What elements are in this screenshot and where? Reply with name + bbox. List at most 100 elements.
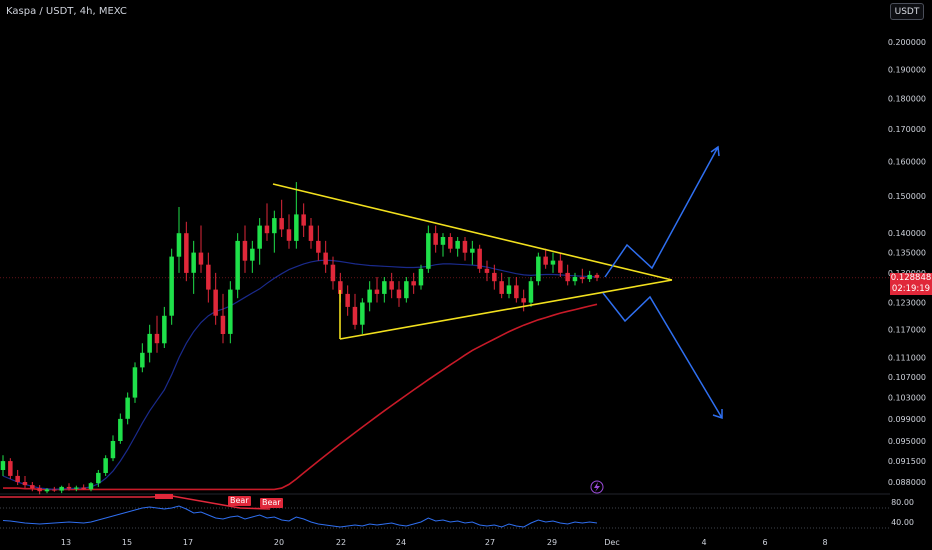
candle-body	[462, 240, 468, 253]
candle-body	[191, 252, 196, 273]
candle-body	[352, 306, 358, 325]
candle-body	[286, 229, 292, 241]
price-axis-label: 0.091500	[888, 457, 926, 466]
rsi-signal-marker	[155, 494, 173, 499]
time-axis-label: 20	[274, 538, 284, 547]
price-axis-label: 0.170000	[888, 125, 926, 134]
price-axis-label: 0.140000	[888, 229, 926, 238]
candle-body	[15, 475, 20, 482]
price-axis-label: 0.099000	[888, 415, 926, 424]
candle-body	[382, 281, 387, 294]
candle-body	[235, 240, 240, 290]
candle-body	[448, 237, 453, 249]
candle-body	[37, 488, 42, 492]
candle-body	[323, 252, 328, 265]
candle-body	[580, 277, 585, 280]
time-axis-label: 15	[122, 538, 132, 547]
candle-body	[594, 274, 600, 278]
price-axis-label: 0.095000	[888, 437, 926, 446]
candle-body	[308, 225, 314, 241]
triangle-lower-line	[339, 279, 673, 340]
projection-down-arrowhead	[712, 409, 723, 420]
candle-body	[279, 218, 284, 230]
candle-body	[213, 289, 218, 316]
candle-body	[316, 240, 321, 253]
candle-body	[550, 260, 556, 265]
candle-body	[96, 472, 101, 484]
price-axis-label: 0.150000	[888, 192, 926, 201]
candle-body	[125, 397, 130, 419]
price-axis-label: 0.107000	[888, 373, 926, 382]
time-axis-label: Dec	[604, 538, 619, 547]
projection-down-path	[602, 292, 723, 419]
candle-body	[103, 458, 108, 473]
candle-body	[110, 441, 116, 459]
candle-body	[257, 225, 262, 249]
time-axis-label: 29	[547, 538, 557, 547]
candle-body	[514, 285, 519, 299]
candle-body	[411, 281, 416, 286]
rsi-axis-label: 40.00	[891, 518, 914, 527]
price-axis-label: 0.160000	[888, 158, 926, 167]
time-axis-label: 24	[396, 538, 406, 547]
candle-body	[0, 461, 6, 470]
candle-body	[536, 256, 541, 282]
candle-body	[147, 333, 152, 353]
time-axis-label: 6	[762, 538, 767, 547]
bear-badge: Bear	[260, 498, 283, 508]
bear-badge: Bear	[228, 496, 251, 506]
price-axis-label: 0.088000	[888, 478, 926, 487]
candle-body	[426, 233, 431, 269]
time-axis-label: 17	[183, 538, 193, 547]
candle-body	[565, 272, 570, 282]
candle-body	[81, 487, 86, 490]
candle-body	[220, 315, 226, 334]
candle-body	[572, 277, 578, 282]
candle-body	[66, 486, 72, 489]
candle-body	[184, 233, 189, 273]
candle-body	[52, 489, 57, 491]
candle-body	[44, 489, 50, 492]
candle-body	[250, 248, 255, 261]
lightning-icon	[590, 480, 604, 494]
candle-body	[330, 264, 336, 282]
candle-body	[301, 214, 306, 226]
candle-body	[8, 461, 13, 476]
price-axis-label: 0.111000	[888, 354, 926, 363]
price-axis-label: 0.123000	[888, 299, 926, 308]
candle-body	[132, 367, 138, 398]
candle-body	[484, 268, 490, 273]
price-axis-label: 0.103000	[888, 394, 926, 403]
candle-body	[528, 281, 534, 303]
candle-body	[162, 315, 167, 344]
candle-body	[272, 218, 277, 234]
projection-up-path	[604, 146, 719, 278]
candle-body	[389, 281, 394, 290]
currency-button[interactable]: USDT	[890, 3, 924, 20]
candle-body	[294, 214, 299, 241]
candle-body	[338, 281, 343, 294]
candle-body	[118, 418, 123, 441]
candle-body	[140, 352, 145, 368]
last-price-tag: 0.128848	[890, 273, 932, 284]
candle-body	[477, 248, 482, 269]
candle-body	[396, 289, 402, 299]
candle-body	[543, 256, 548, 265]
candle-body	[74, 487, 79, 489]
candle-body	[154, 333, 160, 344]
time-axis-label: 8	[822, 538, 827, 547]
candle-body	[242, 240, 248, 261]
candle-body	[198, 252, 204, 265]
symbol-title: Kaspa / USDT, 4h, MEXC	[6, 6, 127, 17]
candle-body	[176, 233, 182, 257]
candle-body	[506, 285, 512, 294]
candle-body	[169, 256, 174, 316]
candle-body	[492, 272, 497, 282]
triangle-upper-line	[272, 183, 673, 281]
time-axis-label: 27	[485, 538, 495, 547]
rsi-line	[2, 505, 598, 528]
candle-body	[367, 289, 372, 303]
rsi-axis-label: 80.00	[891, 498, 914, 507]
